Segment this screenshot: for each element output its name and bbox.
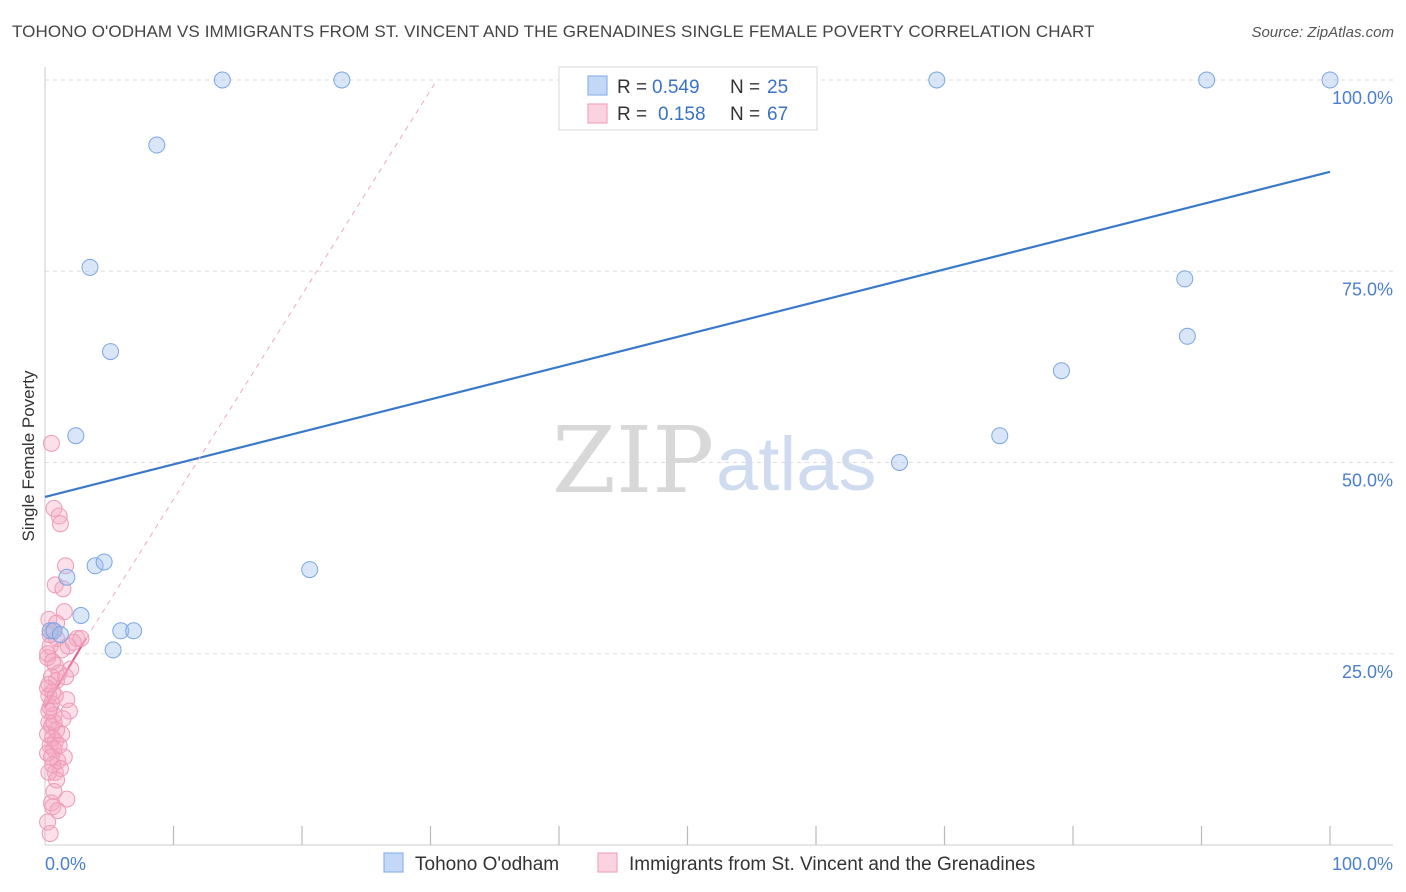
point-svg-57 bbox=[64, 633, 82, 651]
point-tohono-13 bbox=[95, 553, 113, 571]
point-tohono-8 bbox=[67, 427, 85, 445]
grid-lines bbox=[45, 79, 1393, 655]
legend-n-value-2: 67 bbox=[767, 104, 788, 125]
point-tohono-4 bbox=[1321, 71, 1339, 89]
legend-r-label-1: R = bbox=[617, 77, 647, 98]
trend-lines bbox=[44, 79, 1331, 708]
point-tohono-17 bbox=[301, 561, 319, 579]
bottom-legend-label-2: Immigrants from St. Vincent and the Gren… bbox=[629, 854, 1035, 875]
point-tohono-21 bbox=[1176, 270, 1194, 288]
axes bbox=[44, 67, 1393, 846]
x-tick-label-0: 0.0% bbox=[45, 854, 86, 874]
point-svg-12 bbox=[72, 629, 90, 647]
point-tohono-20 bbox=[1052, 362, 1070, 380]
x-tick-label-100: 100.0% bbox=[1332, 854, 1393, 874]
point-tohono-3 bbox=[1198, 71, 1216, 89]
point-tohono-6 bbox=[81, 258, 99, 276]
point-svg-62 bbox=[42, 748, 60, 766]
legend: R = 0.549 N = 25 R = 0.158 N = 67 bbox=[558, 66, 818, 131]
point-svg-64 bbox=[39, 813, 57, 831]
point-tohono-10 bbox=[58, 568, 76, 586]
point-tohono-18 bbox=[891, 454, 909, 471]
legend-r-value-2: 0.158 bbox=[658, 104, 706, 125]
bottom-legend-swatch-pink bbox=[597, 852, 618, 873]
y-tick-label-75: 75.0% bbox=[1342, 279, 1393, 299]
point-tohono-22 bbox=[1178, 327, 1196, 345]
point-svg-63 bbox=[45, 782, 63, 800]
legend-n-value-1: 25 bbox=[767, 77, 788, 98]
y-tick-label-25: 25.0% bbox=[1342, 662, 1393, 682]
bottom-legend: Tohono O'odham Immigrants from St. Vince… bbox=[383, 852, 1035, 875]
point-tohono-1 bbox=[333, 71, 351, 89]
data-points bbox=[39, 71, 1339, 843]
point-tohono-12 bbox=[72, 607, 90, 624]
point-svg-6 bbox=[54, 580, 72, 598]
legend-n-label-2: N = bbox=[730, 104, 760, 125]
point-tohono-7 bbox=[102, 343, 120, 361]
y-tick-label-100: 100.0% bbox=[1332, 88, 1393, 108]
y-axis-label: Single Female Poverty bbox=[19, 370, 38, 542]
trend-line-tohono bbox=[44, 170, 1331, 498]
point-svg-60 bbox=[40, 702, 58, 720]
point-tohono-2 bbox=[928, 71, 946, 89]
point-tohono-5 bbox=[148, 136, 166, 154]
watermark-zip: ZIP bbox=[552, 407, 714, 514]
point-tohono-9 bbox=[41, 622, 59, 640]
point-tohono-19 bbox=[991, 427, 1009, 445]
legend-n-label-1: N = bbox=[730, 77, 760, 98]
bottom-legend-label-1: Tohono O'odham bbox=[415, 854, 559, 875]
point-tohono-11 bbox=[86, 557, 104, 575]
point-tohono-24 bbox=[51, 626, 69, 644]
point-tohono-15 bbox=[125, 622, 143, 640]
point-tohono-16 bbox=[104, 641, 122, 659]
watermark-atlas: atlas bbox=[716, 422, 877, 507]
legend-swatch-blue bbox=[587, 75, 608, 96]
source-credit: Source: ZipAtlas.com bbox=[1251, 24, 1394, 41]
bottom-legend-swatch-blue bbox=[383, 852, 404, 873]
point-svg-0 bbox=[42, 434, 60, 452]
legend-r-value-1: 0.549 bbox=[652, 77, 700, 98]
point-svg-59 bbox=[46, 687, 64, 705]
y-tick-label-50: 50.0% bbox=[1342, 471, 1393, 491]
tick-labels: 25.0% 50.0% 75.0% 100.0% 0.0% 100.0% bbox=[45, 88, 1393, 874]
point-svg-65 bbox=[57, 668, 75, 686]
point-svg-3 bbox=[51, 515, 69, 533]
legend-r-label-2: R = bbox=[617, 104, 647, 125]
point-svg-46 bbox=[49, 802, 67, 820]
point-tohono-14 bbox=[112, 622, 130, 640]
point-tohono-0 bbox=[213, 71, 231, 89]
chart-title: TOHONO O'ODHAM VS IMMIGRANTS FROM ST. VI… bbox=[12, 22, 1095, 41]
legend-swatch-pink bbox=[587, 103, 608, 124]
trend-line-svg-extension bbox=[85, 79, 438, 639]
point-svg-58 bbox=[44, 652, 62, 670]
